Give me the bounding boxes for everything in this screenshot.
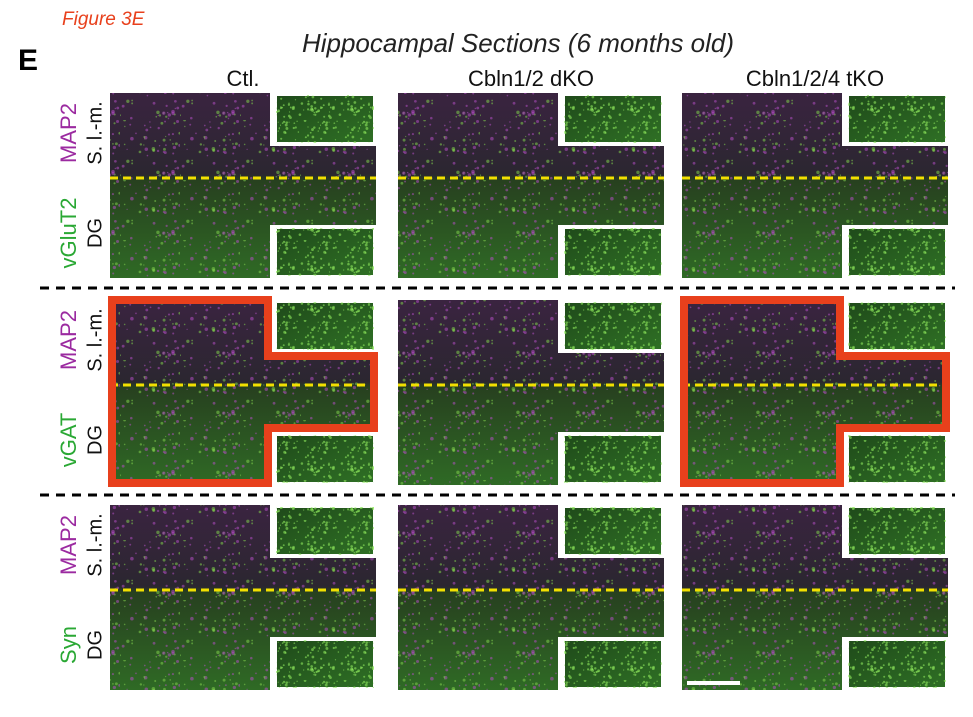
counterstain-label: MAP2 [56, 310, 81, 370]
inset-texture [276, 95, 374, 143]
highlight-outline [108, 296, 378, 487]
micrograph-texture [110, 93, 376, 278]
stain-label: Syn [56, 626, 81, 664]
inset-texture [564, 435, 662, 483]
region-label: DG [84, 218, 106, 248]
inset-texture [848, 507, 946, 555]
inset-texture [848, 640, 946, 688]
column-header: Cbln1/2 dKO [468, 66, 594, 91]
inset-texture [276, 507, 374, 555]
inset-texture [848, 302, 946, 350]
inset-texture [276, 640, 374, 688]
micrograph-texture [398, 300, 664, 485]
micrograph-texture [398, 505, 664, 690]
inset-texture [276, 302, 374, 350]
micrograph-texture [682, 300, 948, 485]
title: Hippocampal Sections (6 months old) [302, 28, 734, 58]
inset-texture [276, 228, 374, 276]
inset-texture [848, 435, 946, 483]
inset-texture [276, 435, 374, 483]
figure-label: Figure 3E [62, 9, 145, 30]
inset-texture [564, 95, 662, 143]
stain-label: vGluT2 [56, 198, 81, 269]
region-label: S. l.-m. [84, 101, 106, 164]
inset-texture [564, 228, 662, 276]
micrograph-texture [398, 93, 664, 278]
stain-label: vGAT [56, 413, 81, 468]
micrograph-texture [682, 93, 948, 278]
column-header: Ctl. [227, 66, 260, 91]
micrograph-texture [110, 505, 376, 690]
counterstain-label: MAP2 [56, 515, 81, 575]
highlight-outline [680, 296, 950, 487]
region-label: S. l.-m. [84, 308, 106, 371]
inset-texture [564, 640, 662, 688]
counterstain-label: MAP2 [56, 103, 81, 163]
column-header: Cbln1/2/4 tKO [746, 66, 884, 91]
micrograph-texture [682, 505, 948, 690]
inset-texture [848, 228, 946, 276]
region-label: DG [84, 425, 106, 455]
panel-letter: E [18, 44, 38, 77]
region-label: S. l.-m. [84, 513, 106, 576]
inset-texture [564, 507, 662, 555]
region-label: DG [84, 630, 106, 660]
inset-texture [848, 95, 946, 143]
inset-texture [564, 302, 662, 350]
micrograph-texture [110, 300, 376, 485]
